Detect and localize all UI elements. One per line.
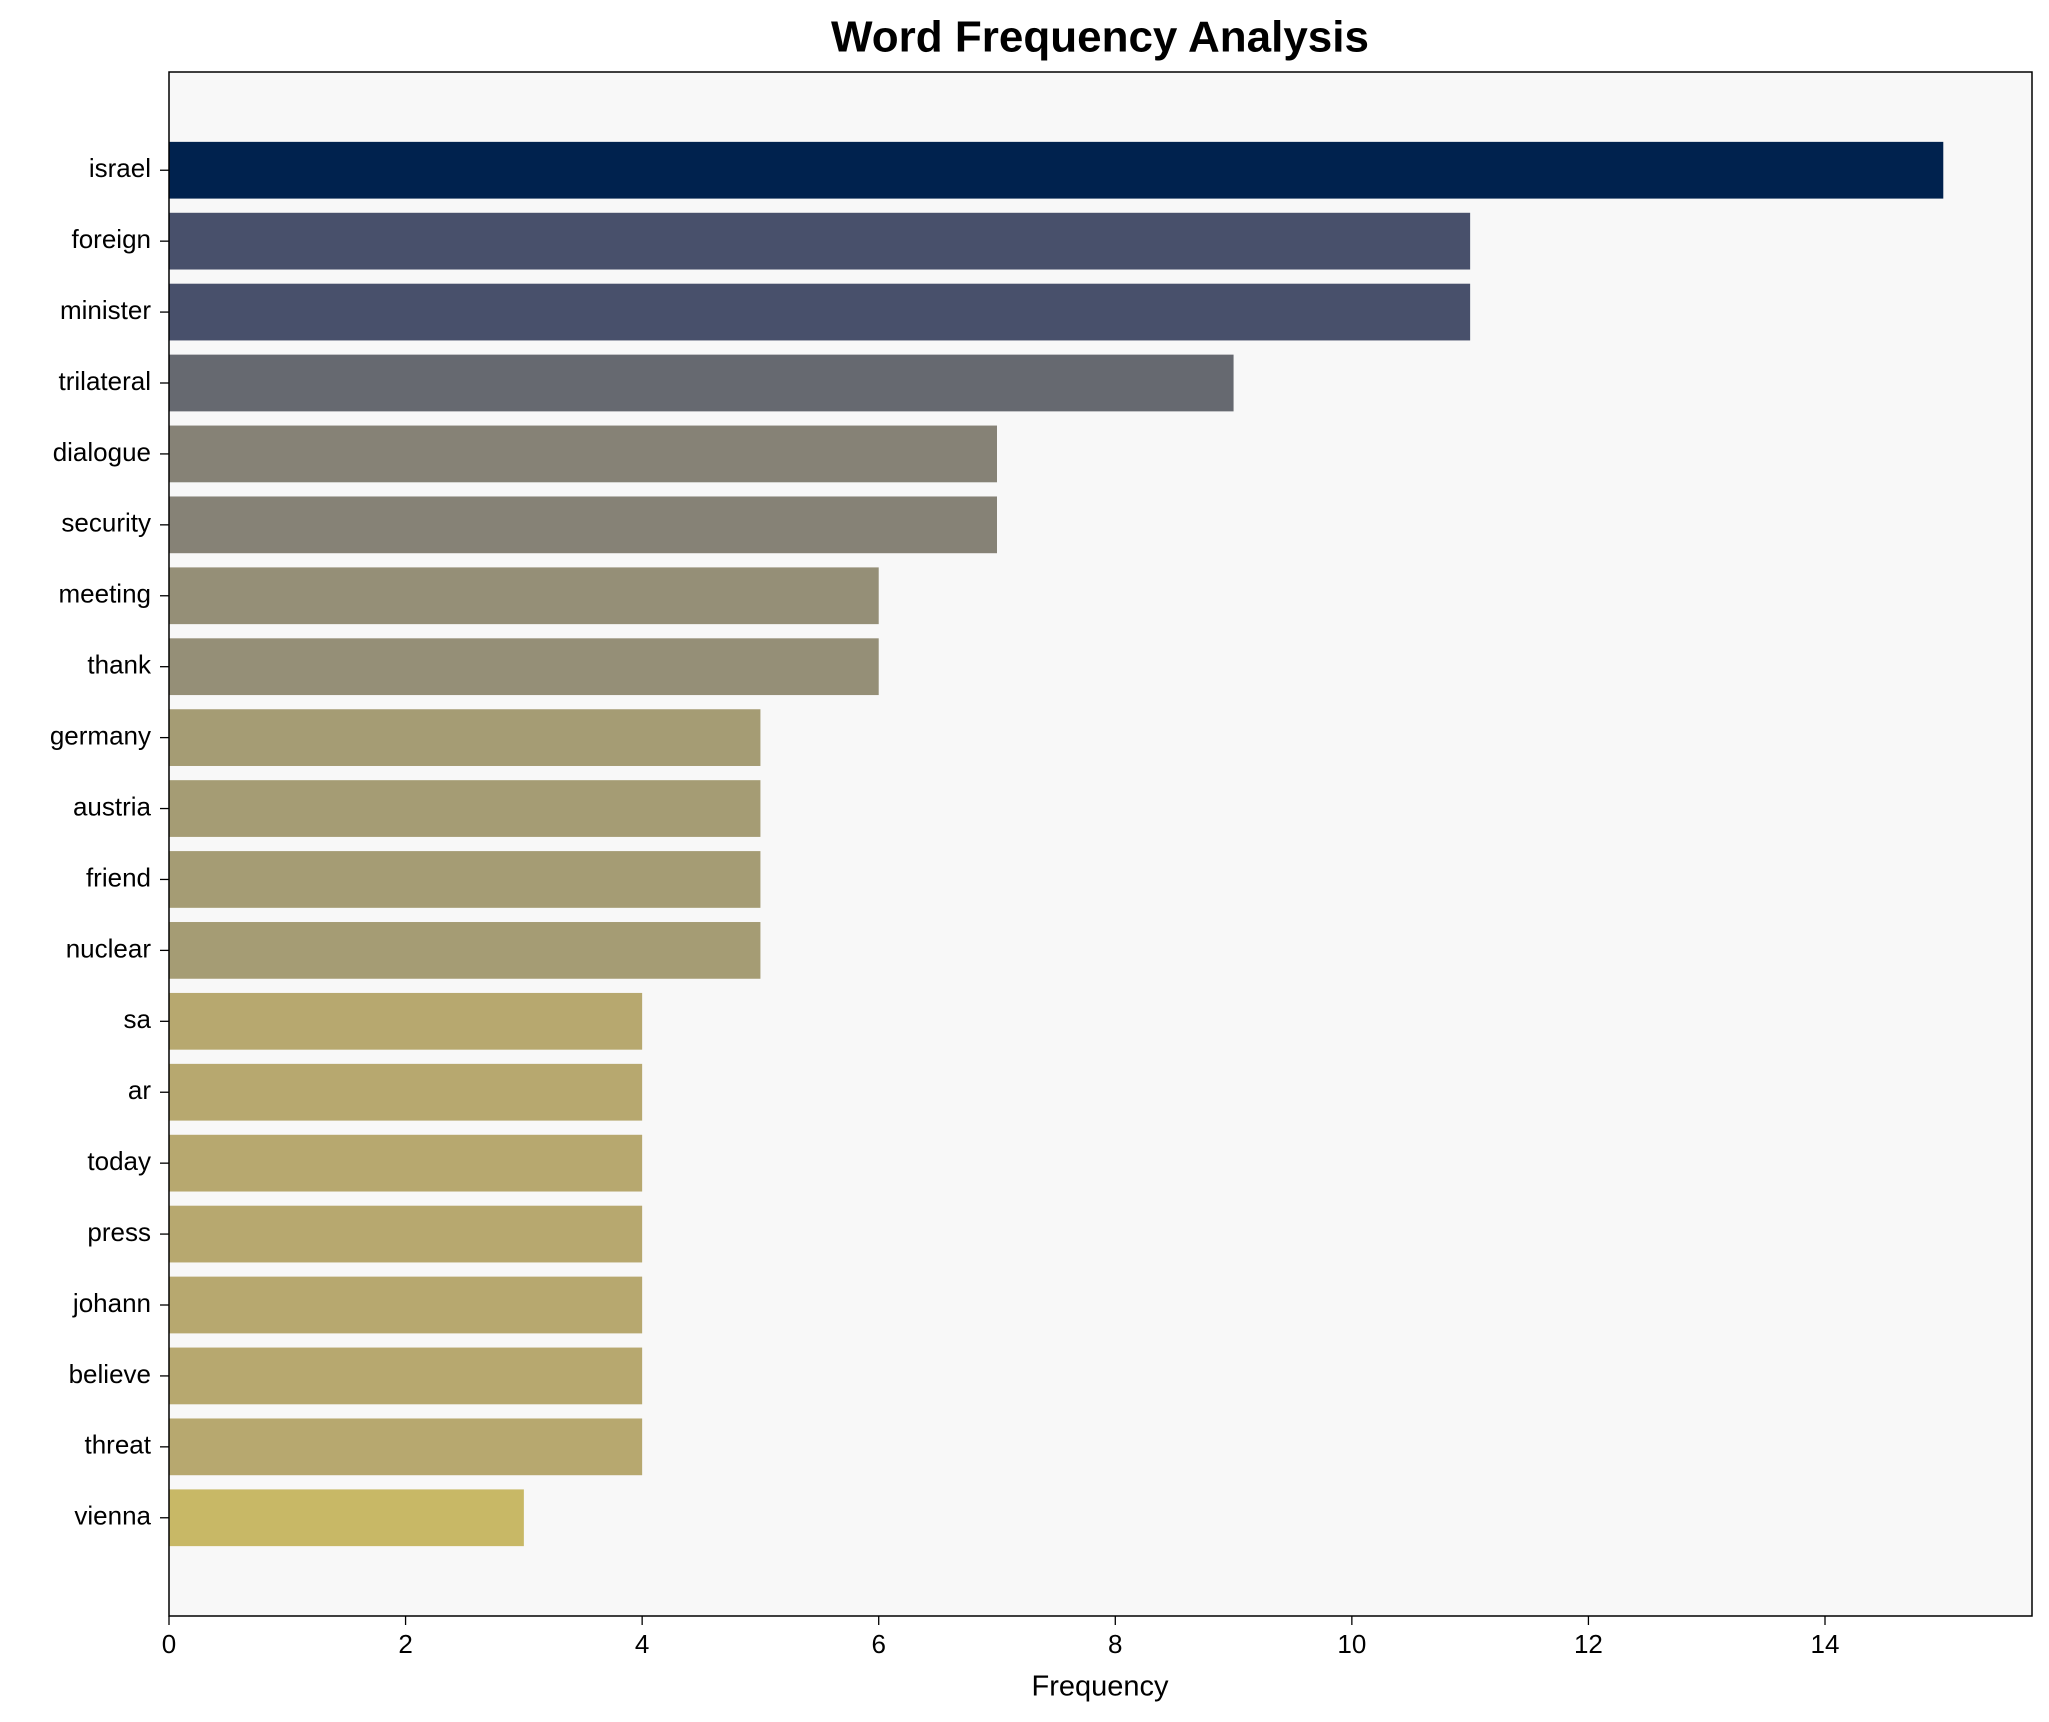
- y-tick-label: believe: [69, 1359, 151, 1389]
- x-tick-label: 10: [1337, 1629, 1366, 1659]
- x-tick-label: 4: [635, 1629, 649, 1659]
- y-tick-label: thank: [87, 650, 152, 680]
- y-tick-label: foreign: [72, 224, 152, 254]
- bar: [169, 354, 1234, 412]
- x-tick-label: 8: [1108, 1629, 1122, 1659]
- bar: [169, 1418, 643, 1476]
- chart-title: Word Frequency Analysis: [831, 13, 1369, 62]
- bar: [169, 212, 1471, 270]
- bar: [169, 567, 879, 625]
- bar: [169, 1276, 643, 1334]
- bar: [169, 922, 761, 979]
- bar: [169, 283, 1471, 341]
- y-tick-label: security: [61, 508, 151, 538]
- x-tick-label: 14: [1811, 1629, 1840, 1659]
- bar: [169, 1489, 524, 1547]
- y-tick-label: meeting: [59, 579, 152, 609]
- x-axis-label: Frequency: [1031, 1671, 1169, 1703]
- bar: [169, 425, 997, 483]
- x-tick-label: 6: [871, 1629, 885, 1659]
- y-tick-label: vienna: [74, 1501, 151, 1531]
- y-tick-label: israel: [89, 153, 151, 183]
- bar: [169, 992, 643, 1050]
- bar: [169, 709, 761, 766]
- x-tick-label: 12: [1574, 1629, 1603, 1659]
- y-tick-label: threat: [85, 1430, 152, 1460]
- bar: [169, 496, 997, 554]
- y-tick-label: nuclear: [66, 933, 152, 963]
- x-tick-label: 0: [162, 1629, 176, 1659]
- bar: [169, 1347, 643, 1405]
- bar: [169, 1205, 643, 1263]
- bar: [169, 1063, 643, 1121]
- y-tick-label: germany: [50, 720, 151, 750]
- x-tick-label: 2: [398, 1629, 412, 1659]
- plot-frame: [168, 71, 2033, 1617]
- y-tick-label: trilateral: [59, 366, 151, 396]
- y-tick-label: friend: [86, 862, 151, 892]
- y-tick-label: press: [87, 1217, 151, 1247]
- y-tick-label: dialogue: [53, 437, 151, 467]
- y-tick-label: today: [87, 1146, 151, 1176]
- y-tick-label: johann: [72, 1288, 151, 1318]
- bar: [169, 1134, 643, 1192]
- y-tick-label: austria: [73, 791, 152, 821]
- bar: [169, 638, 879, 696]
- bar: [169, 851, 761, 908]
- bar: [169, 141, 1944, 199]
- bar: [169, 780, 761, 837]
- y-tick-label: ar: [128, 1075, 151, 1105]
- y-tick-label: minister: [60, 295, 151, 325]
- y-tick-label: sa: [124, 1004, 152, 1034]
